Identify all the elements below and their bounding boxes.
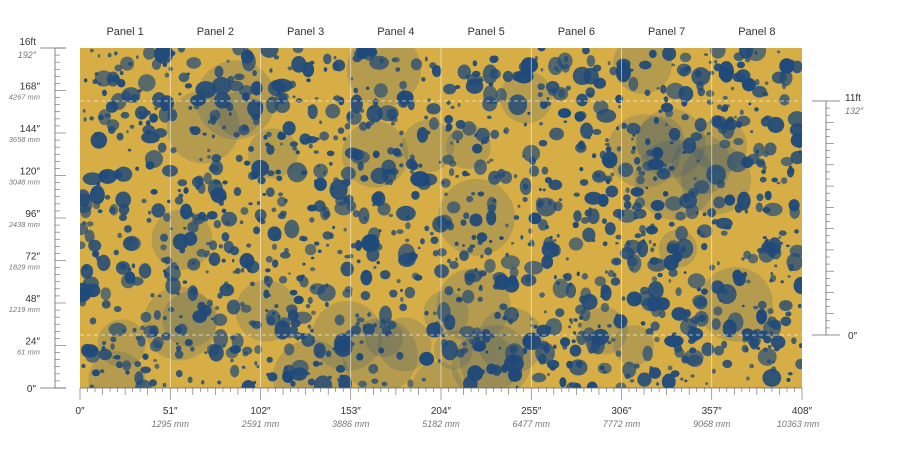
left-ruler-top-label: 16ft <box>19 37 36 48</box>
right-ruler-top-label: 11ft <box>845 93 861 104</box>
width-tick-mm: 5182 mm <box>422 419 460 429</box>
panel-label: Panel 8 <box>738 26 775 38</box>
panel-label: Panel 4 <box>377 26 414 38</box>
panel-label: Panel 6 <box>558 26 595 38</box>
bottom-width-ruler: 0″ 51″ 1295 mm 102″ 2591 mm 153″ 3886 mm 204″ 51… <box>75 387 820 429</box>
width-tick-label: 204″ <box>431 406 452 417</box>
width-tick-mm: 2591 mm <box>241 419 280 429</box>
right-height-ruler: 11ft 132″ 0″ <box>812 93 864 342</box>
width-tick-label: 51″ <box>163 406 178 417</box>
height-tick-mm: 1219 mm <box>9 305 40 314</box>
panel-label: Panel 1 <box>106 26 143 38</box>
left-ruler-top-sub: 192″ <box>18 50 37 60</box>
left-height-ruler: 16ft 192″ 0″ 168″4267 mm 144″3658 mm 120″3… <box>8 37 66 395</box>
right-ruler-top-sub: 132″ <box>845 106 864 116</box>
width-tick-mm: 3886 mm <box>332 419 370 429</box>
panel-label: Panel 5 <box>467 26 504 38</box>
width-tick-label: 153″ <box>341 406 362 417</box>
panel-guides <box>80 48 802 388</box>
panel-labels: Panel 1 Panel 2 Panel 3 Panel 4 Panel 5 Panel… <box>106 26 775 38</box>
mural-image <box>80 48 802 388</box>
height-tick-mm: 3658 mm <box>9 135 40 144</box>
height-tick-label: 48″ <box>25 294 40 305</box>
right-ruler-bottom-label: 0″ <box>848 331 858 342</box>
height-tick-mm: 3048 mm <box>9 178 40 187</box>
width-tick-label: 102″ <box>250 406 271 417</box>
width-tick-mm: 6477 mm <box>512 419 550 429</box>
width-tick-label: 357″ <box>702 406 723 417</box>
panel-label: Panel 3 <box>287 26 324 38</box>
height-tick-mm: 2438 mm <box>8 220 40 229</box>
width-tick-mm: 7772 mm <box>603 419 641 429</box>
height-tick-label: 24″ <box>25 337 40 348</box>
left-ruler-bottom-label: 0″ <box>27 384 37 395</box>
height-tick-label: 168″ <box>20 82 41 93</box>
width-tick-label: 306″ <box>611 406 632 417</box>
width-tick-label: 255″ <box>521 406 542 417</box>
height-tick-label: 96″ <box>25 209 40 220</box>
width-tick-mm: 1295 mm <box>151 419 189 429</box>
height-tick-mm: 4267 mm <box>9 93 40 102</box>
height-tick-label: 144″ <box>20 124 41 135</box>
width-tick-mm: 9068 mm <box>693 419 731 429</box>
panel-label: Panel 2 <box>197 26 234 38</box>
height-tick-mm: 1829 mm <box>9 263 40 272</box>
mural-pattern <box>80 48 802 388</box>
width-tick-label: 408″ <box>792 406 813 417</box>
width-tick-mm: 10363 mm <box>777 419 820 429</box>
height-tick-label: 120″ <box>20 167 41 178</box>
height-tick-mm: 61 mm <box>17 348 40 357</box>
width-tick-label: 0″ <box>75 406 85 417</box>
height-tick-label: 72″ <box>25 252 40 263</box>
panel-label: Panel 7 <box>648 26 685 38</box>
